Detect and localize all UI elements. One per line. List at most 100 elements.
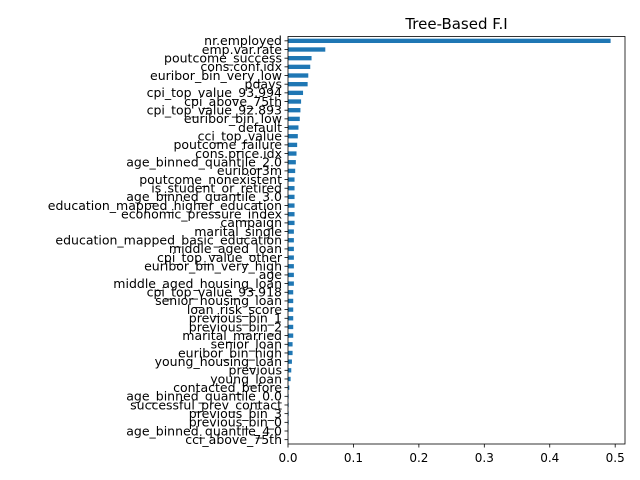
y-tick-label: contacted_before — [173, 380, 282, 395]
bar-middle_aged_housing_loan — [288, 281, 294, 286]
bar-senior_loan — [288, 342, 293, 347]
y-tick-label: middle_aged_loan — [169, 241, 282, 256]
bar-euribor_bin_very_low — [288, 73, 309, 78]
bar-age_binned_quantile_2.0 — [288, 160, 296, 165]
y-tick-label: age_binned_quantile_0.0 — [126, 389, 282, 404]
y-tick-label: previous — [229, 363, 282, 378]
bar-previous_bin_1 — [288, 316, 294, 321]
x-tick-label: 0.1 — [344, 451, 363, 465]
y-tick-label: euribor3m — [217, 163, 282, 178]
bar-euribor_bin_very_high — [288, 264, 294, 269]
bar-young_loan — [288, 376, 291, 382]
bar-cons.conf.idx — [288, 64, 311, 70]
bar-cci_top_value — [288, 134, 298, 139]
y-tick-label: successful_prev_contact — [130, 397, 282, 412]
y-tick-label: previous_bin_1 — [189, 311, 282, 326]
y-tick-label: campaign — [220, 215, 282, 230]
bar-economic_pressure_index — [288, 212, 295, 217]
y-tick-label: cpi_top_value_92.893 — [147, 102, 282, 117]
bar-poutcome_success — [288, 56, 312, 61]
y-tick-label: previous_bin_2 — [189, 319, 282, 334]
y-tick-label: age_binned_quantile_3.0 — [126, 189, 282, 204]
bar-marital_single — [288, 229, 294, 234]
bar-education_mapped_basic_education — [288, 238, 294, 243]
x-tick-label: 0.0 — [278, 451, 297, 465]
y-tick-label: emp.var.rate — [202, 42, 282, 57]
bar-cpi_top_value_93.918 — [288, 290, 294, 295]
y-tick-label: cpi_top_value_93.994 — [147, 85, 282, 100]
bar-age_binned_quantile_3.0 — [288, 194, 295, 200]
y-tick-label: young_housing_loan — [155, 354, 282, 369]
bar-middle_aged_loan — [288, 246, 294, 252]
bar-nr.employed — [288, 38, 611, 44]
y-tick-label: cons.conf.idx — [200, 59, 282, 74]
y-tick-label: nr.employed — [204, 33, 282, 48]
y-tick-label: pdays — [245, 76, 282, 91]
y-tick-label: loan_risk_score — [187, 302, 282, 317]
y-tick-label: euribor_bin_low — [184, 111, 282, 126]
y-tick-label: euribor_bin_high — [178, 345, 282, 360]
y-tick-label: middle_aged_housing_loan — [113, 276, 282, 291]
bar-is_student_or_retired — [288, 186, 295, 191]
y-tick-label: euribor_bin_very_high — [144, 259, 282, 274]
y-tick-label: poutcome_nonexistent — [139, 172, 282, 187]
bar-euribor_bin_high — [288, 350, 293, 356]
bar-young_housing_loan — [288, 359, 292, 364]
y-tick-label: cpi_top_value_other — [157, 250, 283, 265]
bar-emp.var.rate — [288, 47, 326, 52]
bar-euribor3m — [288, 168, 296, 174]
bar-age — [288, 272, 294, 278]
bar-campaign — [288, 220, 295, 226]
y-tick-label: previous_bin_0 — [189, 415, 282, 430]
y-tick-label: economic_pressure_index — [121, 207, 282, 222]
bar-cpi_above_75th — [288, 99, 302, 104]
y-tick-label: default — [238, 120, 282, 135]
bar-euribor_bin_low — [288, 116, 300, 122]
bar-default — [288, 125, 299, 130]
x-tick-label: 0.5 — [606, 451, 625, 465]
chart-title: Tree-Based F.I — [404, 15, 507, 33]
bar-pdays — [288, 82, 308, 87]
x-tick-label: 0.4 — [540, 451, 559, 465]
bar-poutcome_nonexistent — [288, 177, 295, 182]
x-axis-ticks: 0.0 0.1 0.2 0.3 0.4 0.5 — [278, 444, 625, 465]
y-tick-label: education_mapped_higher_education — [48, 198, 282, 213]
bar-poutcome_failure — [288, 142, 298, 148]
bar-marital_married — [288, 333, 294, 338]
bar-education_mapped_higher_education — [288, 203, 295, 208]
bar-previous_bin_2 — [288, 324, 294, 330]
y-tick-label: cci_top_value — [198, 129, 283, 144]
y-tick-label: previous_bin_3 — [189, 406, 282, 421]
bar-senior_housing_loan — [288, 298, 294, 304]
y-axis-ticks: nr.employedemp.var.ratepoutcome_successc… — [48, 33, 288, 447]
y-tick-label: young_loan — [210, 371, 282, 386]
bar-cpi_top_value_other — [288, 255, 294, 260]
x-tick-label: 0.2 — [409, 451, 428, 465]
y-tick-label: age — [259, 267, 283, 282]
bar-loan_risk_score — [288, 307, 294, 312]
bar-contacted_before — [288, 385, 290, 390]
bar-cons.price.idx — [288, 151, 297, 156]
y-tick-label: cons.price.idx — [195, 146, 282, 161]
y-tick-label: education_mapped_basic_education — [55, 233, 282, 248]
y-tick-label: senior_loan — [211, 337, 282, 352]
y-tick-label: marital_single — [194, 224, 282, 239]
bar-cpi_top_value_92.893 — [288, 108, 301, 113]
y-tick-label: poutcome_success — [164, 50, 282, 65]
y-tick-label: marital_married — [182, 328, 282, 343]
y-tick-label: senior_housing_loan — [155, 293, 282, 308]
bar-previous — [288, 368, 292, 373]
y-tick-label: cpi_top_value_93.918 — [147, 285, 282, 300]
y-tick-label: euribor_bin_very_low — [150, 68, 282, 83]
x-tick-label: 0.3 — [475, 451, 494, 465]
y-tick-label: is_student_or_retired — [151, 181, 282, 196]
bars-group — [288, 38, 611, 442]
plot-area-frame — [287, 36, 626, 445]
y-tick-label: poutcome_failure — [173, 137, 282, 152]
y-tick-label: cpi_above_75th — [184, 94, 282, 109]
y-tick-label: age_binned_quantile_4.0 — [126, 423, 282, 438]
bar-cpi_top_value_93.994 — [288, 90, 304, 96]
y-tick-label: age_binned_quantile_2.0 — [126, 155, 282, 170]
y-tick-label: cci_above_75th — [185, 432, 282, 447]
